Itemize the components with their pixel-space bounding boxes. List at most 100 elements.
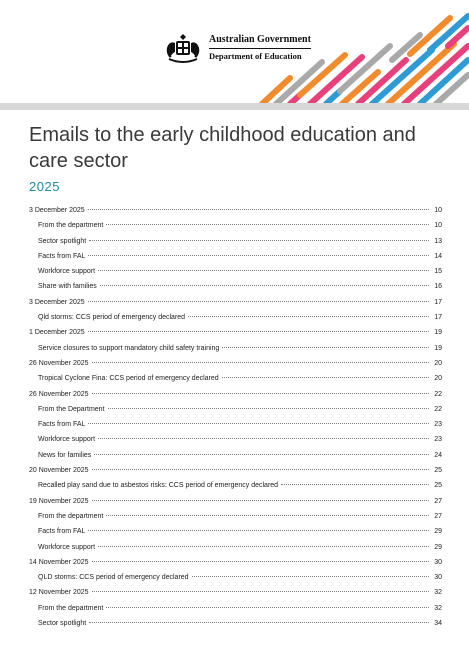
- toc-entry[interactable]: 1 December 2025 19: [29, 325, 442, 340]
- toc-leader-dots: [98, 545, 429, 547]
- toc-leader-dots: [88, 423, 429, 425]
- toc-leader-dots: [106, 606, 429, 608]
- toc-leader-dots: [91, 392, 429, 394]
- toc-leader-dots: [98, 438, 429, 440]
- toc-entry-label: 19 November 2025: [29, 497, 89, 505]
- toc-leader-dots: [89, 622, 429, 624]
- government-wordmark: Australian Government Department of Educ…: [209, 34, 311, 62]
- toc-entry[interactable]: News for families 24: [29, 448, 442, 463]
- toc-entry-label: 12 November 2025: [29, 589, 89, 597]
- toc-entry-label: Facts from FAL: [38, 528, 86, 536]
- toc-entry[interactable]: Facts from FAL 29: [29, 524, 442, 539]
- toc-entry[interactable]: 14 November 2025 30: [29, 555, 442, 570]
- toc-page-number: 34: [434, 620, 442, 628]
- toc-leader-dots: [87, 209, 429, 210]
- toc-page-number: 25: [434, 482, 442, 490]
- toc-leader-dots: [106, 224, 429, 226]
- toc-page-number: 22: [434, 405, 442, 413]
- toc-entry-label: Workforce support: [38, 436, 96, 444]
- toc-page-number: 20: [434, 375, 442, 383]
- stripe: [389, 32, 423, 63]
- toc-entry[interactable]: Facts from FAL 23: [29, 417, 442, 432]
- toc-entry[interactable]: From the department 10: [29, 218, 442, 233]
- toc-entry[interactable]: 12 November 2025 32: [29, 585, 442, 600]
- toc-entry[interactable]: 19 November 2025 27: [29, 494, 442, 509]
- toc-page-number: 29: [434, 543, 442, 551]
- toc-entry-label: Share with families: [38, 283, 97, 291]
- toc-page-number: 15: [434, 268, 442, 276]
- toc-entry[interactable]: Qld storms: CCS period of emergency decl…: [29, 310, 442, 325]
- header-grey-band: [0, 103, 469, 110]
- toc-leader-dots: [94, 453, 429, 455]
- toc-entry-label: 26 November 2025: [29, 390, 89, 398]
- toc-leader-dots: [91, 560, 429, 562]
- toc-entry[interactable]: Workforce support 23: [29, 432, 442, 447]
- toc-page-number: 24: [434, 451, 442, 459]
- toc-entry-label: Sector spotlight: [38, 237, 87, 245]
- toc-entry[interactable]: Share with families 16: [29, 279, 442, 294]
- toc-entry[interactable]: 20 November 2025 25: [29, 463, 442, 478]
- toc-entry[interactable]: 3 December 2025 10: [29, 203, 442, 218]
- toc-leader-dots: [222, 346, 429, 348]
- toc-entry[interactable]: Sector spotlight 13: [29, 234, 442, 249]
- toc-page-number: 27: [434, 512, 442, 520]
- toc-leader-dots: [191, 576, 429, 578]
- toc-entry[interactable]: Tropical Cyclone Fina: CCS period of eme…: [29, 371, 442, 386]
- stripe: [401, 43, 469, 107]
- toc-entry[interactable]: Recalled play sand due to asbestos risks…: [29, 478, 442, 493]
- toc-entry[interactable]: 3 December 2025 17: [29, 295, 442, 310]
- toc-leader-dots: [106, 514, 429, 516]
- toc-page-number: 10: [434, 207, 442, 214]
- toc-page-number: 23: [434, 421, 442, 429]
- stripe: [407, 15, 453, 57]
- toc-entry-label: From the department: [38, 604, 104, 612]
- stripe: [323, 88, 343, 107]
- year-heading: 2025: [29, 179, 60, 194]
- stripe: [273, 59, 325, 107]
- toc-entry-label: 3 December 2025: [29, 298, 85, 306]
- toc-leader-dots: [87, 331, 429, 333]
- toc-page-number: 22: [434, 390, 442, 398]
- stripe: [433, 72, 469, 107]
- toc-entry-label: Qld storms: CCS period of emergency decl…: [38, 314, 186, 322]
- government-name: Australian Government: [209, 34, 311, 49]
- toc-entry[interactable]: Workforce support 29: [29, 540, 442, 555]
- toc-page-number: 27: [434, 497, 442, 505]
- toc-page-number: 30: [434, 574, 442, 582]
- toc-leader-dots: [221, 377, 429, 379]
- toc-entry-label: Workforce support: [38, 268, 96, 276]
- toc-entry[interactable]: From the department 27: [29, 509, 442, 524]
- toc-entry-label: Tropical Cyclone Fina: CCS period of eme…: [38, 375, 219, 383]
- toc-entry[interactable]: QLD storms: CCS period of emergency decl…: [29, 570, 442, 585]
- toc-page-number: 29: [434, 528, 442, 536]
- coat-of-arms-icon: [166, 34, 200, 63]
- toc-entry[interactable]: Sector spotlight 34: [29, 616, 442, 631]
- toc-entry-label: Sector spotlight: [38, 620, 87, 628]
- toc-entry-label: News for families: [38, 451, 92, 459]
- toc-leader-dots: [89, 239, 429, 241]
- stripe: [355, 57, 409, 107]
- toc-leader-dots: [87, 300, 429, 302]
- toc-entry[interactable]: From the department 32: [29, 601, 442, 616]
- toc-page-number: 32: [434, 604, 442, 612]
- toc-entry[interactable]: From the Department 22: [29, 402, 442, 417]
- stripe: [339, 69, 381, 107]
- toc-entry-label: From the department: [38, 222, 104, 230]
- decorative-stripes: [259, 13, 469, 107]
- toc-entry-label: 14 November 2025: [29, 558, 89, 566]
- toc-entry[interactable]: 26 November 2025 20: [29, 356, 442, 371]
- toc-entry-label: Workforce support: [38, 543, 96, 551]
- toc-entry[interactable]: 26 November 2025 22: [29, 387, 442, 402]
- stripe: [337, 43, 393, 94]
- toc-entry[interactable]: Service closures to support mandatory ch…: [29, 341, 442, 356]
- stripe: [445, 25, 469, 49]
- toc-entry[interactable]: Facts from FAL 14: [29, 249, 442, 264]
- toc-entry-label: 3 December 2025: [29, 207, 85, 214]
- department-name: Department of Education: [209, 51, 302, 61]
- toc-page-number: 16: [434, 283, 442, 291]
- toc-page-number: 20: [434, 359, 442, 367]
- toc-entry[interactable]: Workforce support 15: [29, 264, 442, 279]
- toc-entry-label: From the Department: [38, 405, 105, 413]
- toc-page-number: 14: [434, 252, 442, 260]
- toc-page-number: 17: [434, 298, 442, 306]
